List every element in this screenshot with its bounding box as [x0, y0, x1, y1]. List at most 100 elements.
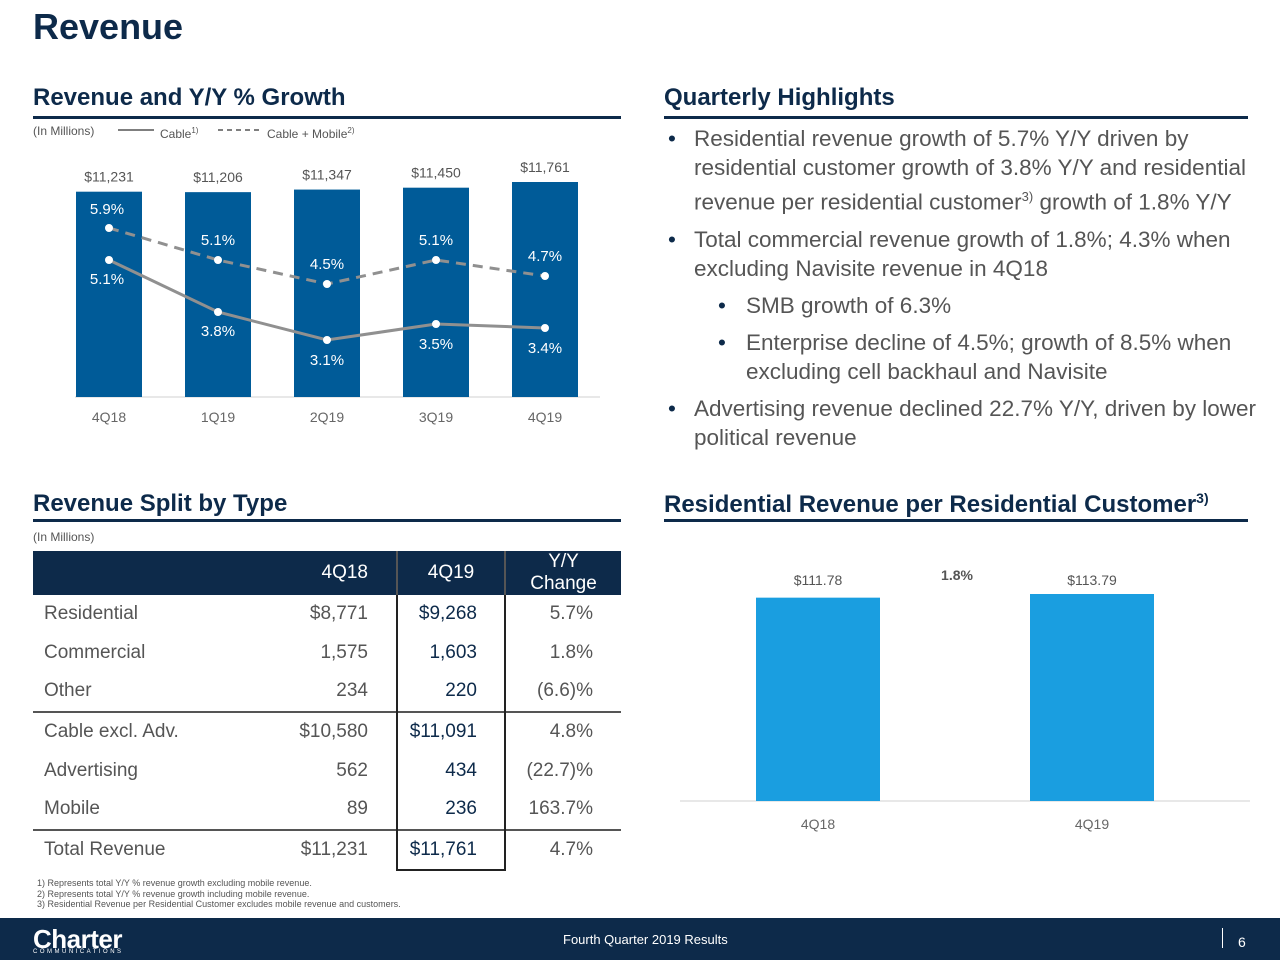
- highlight-bullet: • Total commercial revenue growth of 1.8%…: [668, 226, 1231, 281]
- footer-bar: [0, 918, 1280, 960]
- page-title: Revenue: [33, 6, 184, 47]
- growth-point: [432, 320, 440, 328]
- legend-cable-mobile: Cable + Mobile2): [267, 126, 355, 141]
- arpu-bar-label: $111.78: [794, 572, 843, 588]
- revenue-bar-label: $11,761: [520, 159, 570, 175]
- revenue-bar-label: $11,206: [193, 169, 243, 185]
- growth-point: [541, 324, 549, 332]
- highlight-bullet: • Residential revenue growth of 5.7% Y/Y …: [668, 126, 1246, 215]
- growth-point: [323, 280, 331, 288]
- revenue-x-tick: 4Q19: [528, 409, 562, 425]
- footer-divider: [1222, 928, 1223, 948]
- row-label: Other: [44, 680, 92, 702]
- charter-logo-sub: COMMUNICATIONS: [33, 949, 124, 955]
- row-label: Mobile: [44, 798, 100, 820]
- split-rule: [33, 519, 621, 522]
- cell-yy-change: 4.8%: [505, 710, 621, 752]
- revenue-split-table: 4Q18 4Q19 Y/Y Change Residential $8,771 $9…: [33, 551, 621, 872]
- cell-4q19: 1,603: [396, 633, 506, 673]
- arpu-bar-label: $113.79: [1067, 572, 1117, 588]
- revenue-bar: [403, 187, 469, 397]
- revenue-bar-label: $11,231: [84, 169, 134, 185]
- revenue-unit-note: (In Millions): [33, 124, 95, 138]
- growth-label: 3.5%: [419, 336, 453, 353]
- table-header-row: 4Q18 4Q19 Y/Y Change: [33, 551, 621, 595]
- revenue-x-tick: 4Q18: [92, 409, 126, 425]
- revenue-bar: [76, 191, 142, 397]
- cell-yy-change: 4.7%: [505, 828, 621, 871]
- bullet-dot: •: [668, 395, 676, 421]
- table-row: Commercial 1,575 1,603 1.8%: [33, 633, 621, 673]
- cell-4q19: $9,268: [396, 595, 506, 634]
- bullet-dot: •: [718, 292, 726, 318]
- cell-yy-change: (6.6)%: [537, 680, 593, 702]
- arpu-growth-label: 1.8%: [941, 567, 973, 583]
- arpu-bar: [756, 597, 880, 801]
- arpu-bar: [1030, 594, 1154, 801]
- revenue-x-tick: 1Q19: [201, 409, 235, 425]
- growth-point: [323, 336, 331, 344]
- growth-point: [214, 308, 222, 316]
- footnote-3: 3) Residential Revenue per Residential C…: [37, 899, 401, 909]
- growth-label: 4.7%: [528, 248, 562, 265]
- cell-yy-change: 1.8%: [549, 641, 593, 663]
- revenue-x-tick: 3Q19: [419, 409, 453, 425]
- highlight-sub-bullet: • Enterprise decline of 4.5%; growth of 8…: [718, 329, 1232, 384]
- growth-label: 3.8%: [201, 323, 235, 340]
- split-unit-note: (In Millions): [33, 530, 95, 544]
- cell-yy-change: 163.7%: [528, 798, 593, 820]
- highlights-list: • Residential revenue growth of 5.7% Y/Y …: [664, 124, 1264, 460]
- footnotes: 1) Represents total Y/Y % revenue growth…: [37, 878, 401, 910]
- cell-4q18: 234: [336, 680, 368, 702]
- row-label: Total Revenue: [33, 828, 264, 871]
- table-header-label: [33, 551, 264, 595]
- growth-label: 3.4%: [528, 340, 562, 357]
- arpu-chart-title: Residential Revenue per Residential Cust…: [664, 490, 1209, 518]
- arpu-x-tick: 4Q19: [1075, 816, 1109, 832]
- cell-4q18: 89: [346, 798, 368, 820]
- revenue-bar-label: $11,347: [302, 167, 352, 183]
- highlight-sub-bullet: • SMB growth of 6.3%: [718, 292, 952, 318]
- bullet-dot: •: [718, 329, 726, 355]
- cell-4q19: 236: [396, 789, 506, 830]
- table-row: Total Revenue $11,231 $11,761 4.7%: [33, 828, 621, 872]
- footnote-1: 1) Represents total Y/Y % revenue growth…: [37, 878, 312, 888]
- highlights-rule: [664, 116, 1248, 119]
- table-header-4q19: 4Q19: [396, 551, 506, 595]
- table-header-4q18: 4Q18: [264, 551, 397, 595]
- cell-4q18: $8,771: [309, 603, 368, 625]
- cell-4q18: $10,580: [264, 710, 397, 752]
- cell-yy-change: (22.7)%: [526, 759, 593, 781]
- revenue-chart-rule: [33, 116, 621, 119]
- revenue-chart-title: Revenue and Y/Y % Growth: [33, 84, 346, 111]
- legend-cable: Cable1): [160, 126, 199, 141]
- bullet-dot: •: [668, 226, 676, 252]
- growth-point: [432, 256, 440, 264]
- cell-4q18: 562: [336, 759, 368, 781]
- revenue-x-tick: 2Q19: [310, 409, 344, 425]
- table-row: Advertising 562 434 (22.7)%: [33, 751, 621, 790]
- growth-point: [105, 224, 113, 232]
- row-label: Residential: [44, 603, 138, 625]
- growth-label: 5.1%: [90, 271, 124, 288]
- growth-label: 5.1%: [419, 232, 453, 249]
- arpu-chart-rule: [664, 519, 1248, 522]
- table-row: Cable excl. Adv. $10,580 $11,091 4.8%: [33, 710, 621, 752]
- row-label: Advertising: [44, 759, 138, 781]
- revenue-chart: $11,231 4Q18 $11,206 1Q19 $11,347 2Q19 $11,450…: [75, 129, 600, 425]
- cell-yy-change: 5.7%: [549, 603, 593, 625]
- split-title: Revenue Split by Type: [33, 490, 288, 517]
- table-header-yy: Y/Y Change: [505, 551, 621, 595]
- arpu-x-tick: 4Q18: [801, 816, 835, 832]
- arpu-chart: $111.78 4Q18 $113.79 4Q19 1.8%: [680, 567, 1250, 832]
- page-number: 6: [1238, 934, 1246, 950]
- footer-text: Fourth Quarter 2019 Results: [563, 932, 728, 947]
- cell-4q18: 1,575: [320, 641, 368, 663]
- table-row: Mobile 89 236 163.7%: [33, 789, 621, 830]
- cell-4q19: $11,091: [396, 710, 506, 752]
- row-label: Cable excl. Adv.: [33, 710, 264, 752]
- growth-point: [541, 272, 549, 280]
- cell-4q19: 434: [396, 751, 506, 790]
- revenue-bar: [294, 189, 360, 397]
- growth-label: 5.1%: [201, 232, 235, 249]
